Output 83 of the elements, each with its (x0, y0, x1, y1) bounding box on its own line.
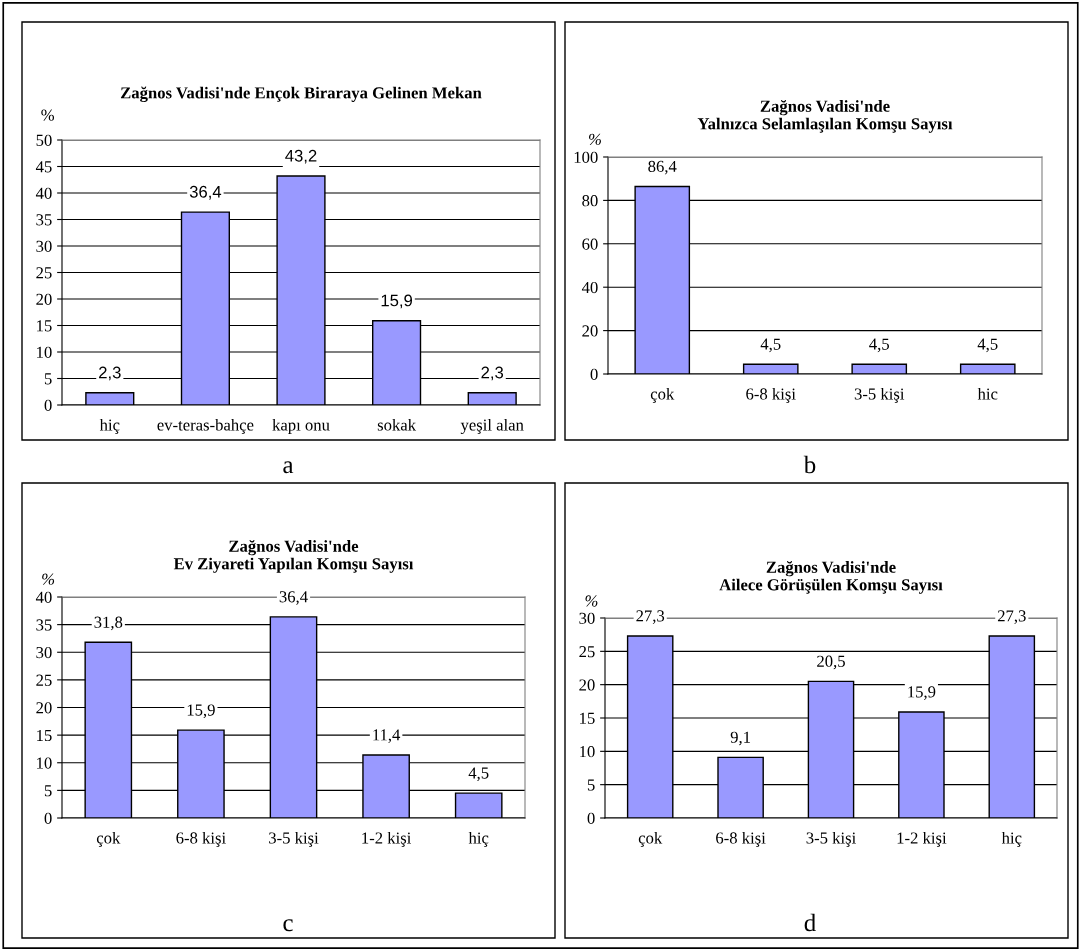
data-label: 86,4 (648, 160, 677, 175)
data-label: 4,5 (760, 338, 781, 353)
x-tick-label: hiç (468, 831, 489, 847)
y-tick-label: 5 (44, 373, 52, 385)
y-tick-label: 0 (587, 812, 595, 824)
y-axis-title: % (41, 109, 55, 121)
x-tick-label: yeşil alan (460, 418, 524, 435)
data-label: 4,5 (468, 767, 489, 782)
y-tick-label: 20 (36, 702, 52, 714)
y-tick-label: 10 (37, 757, 52, 769)
y-tick-label: 10 (580, 746, 595, 758)
data-label: 4,5 (977, 338, 998, 353)
data-label: 27,3 (997, 610, 1026, 624)
x-tick-label: hic (977, 387, 998, 400)
y-tick-label: 5 (587, 779, 595, 791)
data-label: 4,5 (869, 338, 890, 353)
y-tick-label: 50 (36, 134, 52, 146)
y-tick-label: 35 (36, 214, 52, 226)
chart-title: Zağnos Vadisi'nde Ençok Biraraya Gelinen Mekan (120, 86, 482, 103)
chart-title: Zağnos Vadisi'nde Ev Ziyareti Yapılan Komşu Sayısı (173, 539, 414, 573)
y-tick-label: 30 (36, 240, 52, 252)
y-tick-label: 5 (44, 785, 52, 797)
x-tick-label: çok (96, 831, 121, 847)
text: a (283, 461, 294, 474)
data-label: 15,9 (187, 704, 215, 719)
x-tick-label: ev-teras-bahçe (157, 418, 254, 434)
y-tick-label: 30 (579, 612, 595, 624)
data-label: 15,9 (381, 294, 413, 309)
x-tick-label: 3-5 kişi (854, 387, 905, 403)
x-tick-label: kapı onu (272, 418, 330, 434)
y-tick-label: 40 (35, 591, 52, 603)
x-tick-label: hiç (99, 418, 120, 434)
data-label: 20,5 (817, 655, 845, 670)
x-tick-label: 3-5 kişi (806, 831, 856, 847)
data-label: 2,3 (99, 366, 121, 381)
y-tick-label: 0 (44, 399, 52, 411)
y-tick-label: 25 (579, 646, 595, 658)
y-tick-label: 60 (582, 238, 598, 250)
x-tick-label: hiç (1001, 831, 1022, 847)
text: c (283, 919, 293, 932)
data-label: 36,4 (279, 591, 308, 605)
y-tick-label: 40 (581, 281, 598, 294)
chart-title: Zağnos Vadisi'nde Ailece Görüşülen Komşu Sayısı (719, 560, 943, 594)
data-label: 15,9 (908, 686, 936, 700)
y-tick-label: 15 (37, 320, 52, 332)
y-tick-label: 20 (36, 293, 52, 305)
y-tick-label: 80 (582, 195, 598, 207)
chart-title: Zağnos Vadisi'nde Yalnızca Selamlaşılan Komşu Sayısı (697, 99, 953, 133)
y-tick-label: 100 (574, 151, 598, 163)
x-tick-label: 1-2 kişi (362, 831, 412, 847)
x-tick-label: 6-8 kişi (176, 831, 226, 847)
x-tick-label: sokak (377, 418, 417, 431)
y-tick-label: 10 (37, 346, 52, 358)
y-axis-title: % (42, 573, 55, 585)
x-tick-label: 6-8 kişi (746, 387, 796, 403)
y-tick-label: 20 (579, 679, 595, 691)
data-label: 2,3 (481, 366, 504, 381)
data-label: 11,4 (373, 729, 401, 743)
y-tick-label: 25 (36, 674, 52, 686)
data-label: 9,1 (730, 731, 751, 746)
data-label: 27,3 (636, 610, 665, 624)
x-tick-label: 3-5 kişi (269, 831, 319, 847)
y-tick-label: 35 (36, 619, 52, 631)
y-tick-label: 30 (36, 646, 52, 659)
y-tick-label: 45 (35, 161, 52, 173)
data-label: 31,8 (94, 616, 123, 631)
y-tick-label: 15 (37, 729, 52, 742)
y-tick-label: 40 (35, 187, 52, 199)
y-axis-title: % (588, 133, 601, 145)
text: b (803, 455, 816, 474)
x-tick-label: çok (638, 831, 663, 847)
x-tick-label: çok (650, 387, 675, 403)
text: d (804, 913, 816, 932)
x-tick-label: 6-8 kişi (716, 831, 766, 847)
y-axis-title: % (585, 595, 598, 607)
data-label: 36,4 (189, 185, 222, 200)
y-tick-label: 0 (590, 368, 598, 380)
x-tick-label: 1-2 kişi (897, 831, 947, 847)
y-tick-label: 25 (36, 267, 52, 279)
y-tick-label: 20 (582, 325, 598, 337)
y-tick-label: 15 (580, 712, 595, 724)
y-tick-label: 0 (44, 812, 52, 824)
data-label: 43,2 (285, 149, 317, 164)
